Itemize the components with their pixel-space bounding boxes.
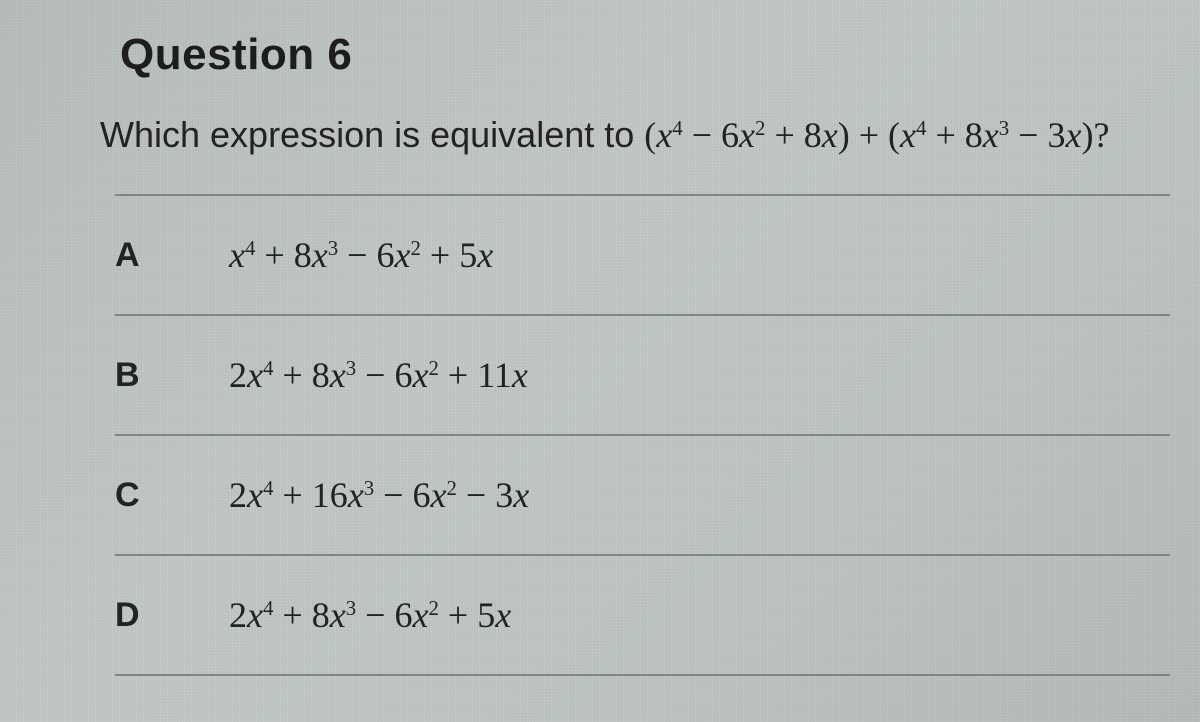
question-card: Question 6 Which expression is equivalen… [0,0,1200,676]
option-expression-cell[interactable]: 2x4 + 8x3 − 6x2 + 11x [225,315,1170,435]
option-row[interactable]: D 2x4 + 8x3 − 6x2 + 5x [115,555,1170,675]
option-expression-a: x4 + 8x3 − 6x2 + 5x [229,235,493,275]
option-expression-cell[interactable]: 2x4 + 8x3 − 6x2 + 5x [225,555,1170,675]
option-label-cell[interactable]: B [115,315,225,435]
option-label-cell[interactable]: D [115,555,225,675]
option-expression-cell[interactable]: x4 + 8x3 − 6x2 + 5x [225,195,1170,315]
option-label-cell[interactable]: C [115,435,225,555]
option-label-a[interactable]: A [115,236,140,274]
prompt-expression: (x4 − 6x2 + 8x) + (x4 + 8x3 − 3x)? [644,115,1109,155]
option-row[interactable]: B 2x4 + 8x3 − 6x2 + 11x [115,315,1170,435]
option-label-cell[interactable]: A [115,195,225,315]
option-label-d[interactable]: D [115,596,140,634]
prompt-lead: Which expression is equivalent to [100,114,644,155]
option-expression-b: 2x4 + 8x3 − 6x2 + 11x [229,355,528,395]
option-row[interactable]: C 2x4 + 16x3 − 6x2 − 3x [115,435,1170,555]
option-row[interactable]: A x4 + 8x3 − 6x2 + 5x [115,195,1170,315]
option-expression-cell[interactable]: 2x4 + 16x3 − 6x2 − 3x [225,435,1170,555]
question-title: Question 6 [120,30,1200,80]
option-expression-d: 2x4 + 8x3 − 6x2 + 5x [229,595,511,635]
answer-options-table: A x4 + 8x3 − 6x2 + 5x B 2x4 + 8x3 − 6x2 … [115,194,1170,676]
option-label-b[interactable]: B [115,356,140,394]
option-label-c[interactable]: C [115,476,140,514]
option-expression-c: 2x4 + 16x3 − 6x2 − 3x [229,475,529,515]
question-prompt: Which expression is equivalent to (x4 − … [100,114,1200,156]
